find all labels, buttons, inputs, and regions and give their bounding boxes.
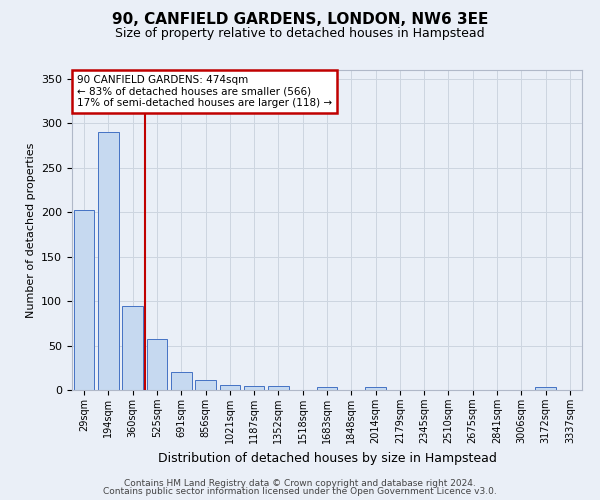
Bar <box>317 388 337 390</box>
Y-axis label: Number of detached properties: Number of detached properties <box>26 142 35 318</box>
Bar <box>535 388 556 390</box>
Text: Contains public sector information licensed under the Open Government Licence v3: Contains public sector information licen… <box>103 487 497 496</box>
X-axis label: Distribution of detached houses by size in Hampstead: Distribution of detached houses by size … <box>158 452 496 464</box>
Text: 90 CANFIELD GARDENS: 474sqm
← 83% of detached houses are smaller (566)
17% of se: 90 CANFIELD GARDENS: 474sqm ← 83% of det… <box>77 75 332 108</box>
Bar <box>195 380 216 390</box>
Bar <box>220 384 240 390</box>
Bar <box>171 372 191 390</box>
Bar <box>244 386 265 390</box>
Bar <box>365 388 386 390</box>
Text: 90, CANFIELD GARDENS, LONDON, NW6 3EE: 90, CANFIELD GARDENS, LONDON, NW6 3EE <box>112 12 488 28</box>
Bar <box>268 386 289 390</box>
Bar <box>122 306 143 390</box>
Text: Size of property relative to detached houses in Hampstead: Size of property relative to detached ho… <box>115 28 485 40</box>
Bar <box>98 132 119 390</box>
Bar <box>74 210 94 390</box>
Text: Contains HM Land Registry data © Crown copyright and database right 2024.: Contains HM Land Registry data © Crown c… <box>124 478 476 488</box>
Bar <box>146 340 167 390</box>
